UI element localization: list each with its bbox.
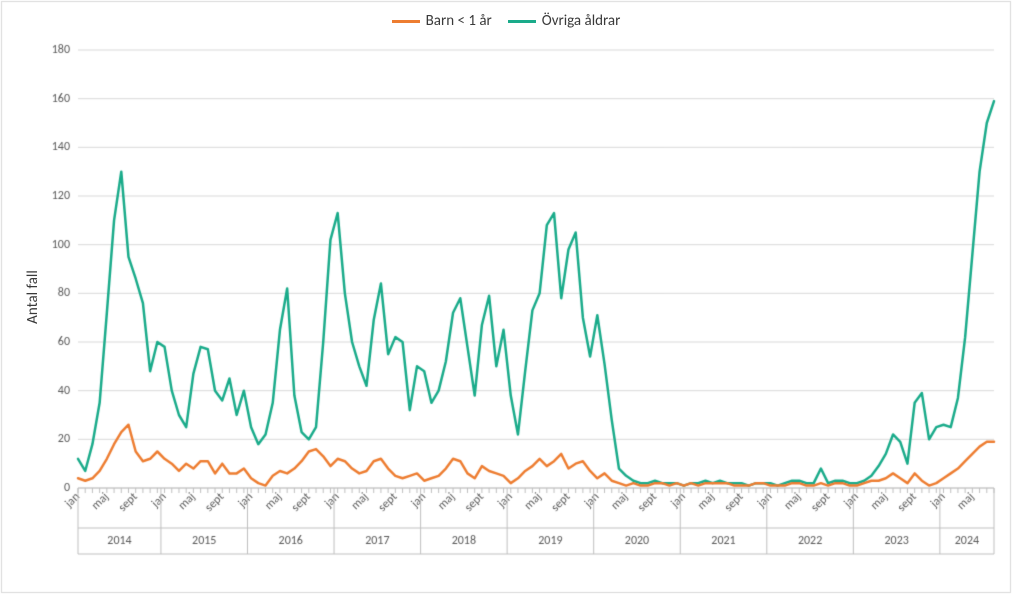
line-chart [0,0,1012,594]
chart-container: Barn < 1 år Övriga åldrar Antal fall [0,0,1012,594]
